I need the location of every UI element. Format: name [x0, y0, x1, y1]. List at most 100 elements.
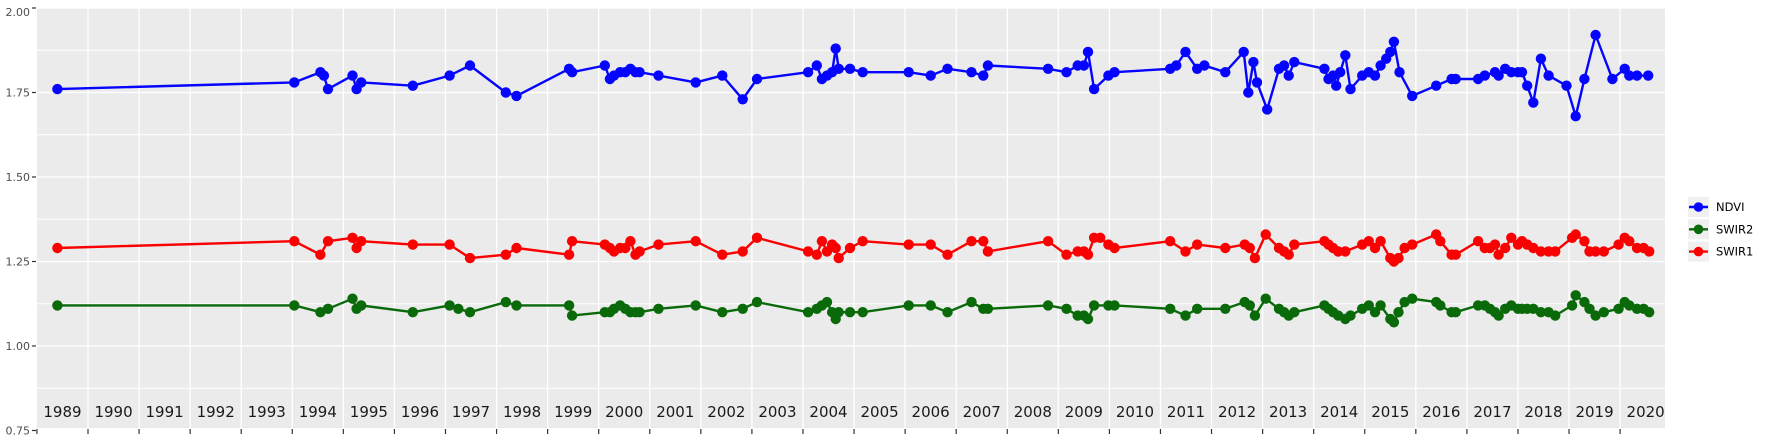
x-axis-year-label: 2008 — [1014, 403, 1052, 421]
swir1-data-point — [1061, 249, 1072, 260]
swir1-data-point — [407, 239, 418, 250]
ndvi-data-point — [830, 43, 841, 54]
swir2-data-point — [1363, 300, 1375, 311]
x-axis-year-label: 1999 — [554, 403, 592, 421]
x-axis-year-label: 1989 — [43, 403, 81, 421]
swir2-data-point — [982, 303, 994, 314]
swir1-data-point — [982, 246, 994, 257]
swir2-data-point — [1450, 307, 1461, 318]
swir2-data-point — [903, 300, 914, 311]
x-axis-year-label: 2013 — [1269, 403, 1307, 421]
x-axis-year-label: 1994 — [299, 403, 337, 421]
ndvi-data-point — [1631, 70, 1643, 81]
ndvi-data-point — [811, 60, 822, 71]
ndvi-data-point — [1220, 67, 1231, 78]
swir1-data-point — [1363, 236, 1375, 247]
swir1-data-point — [1407, 239, 1418, 250]
x-axis-year-label: 2012 — [1218, 403, 1256, 421]
swir1-data-point — [322, 236, 334, 247]
swir2-data-point — [1061, 303, 1072, 314]
swir2-data-point — [1289, 307, 1300, 318]
swir1-data-point — [1165, 236, 1176, 247]
x-axis-year-label: 2019 — [1575, 403, 1613, 421]
ndvi-data-point — [1251, 77, 1263, 88]
swir2-data-point — [1644, 307, 1655, 318]
ndvi-data-point — [1535, 53, 1547, 64]
y-axis-labels: 2.00 1.75 1.50 1.25 1.00 0.75 — [6, 6, 31, 438]
swir1-data-point — [857, 236, 868, 247]
ndvi-data-point — [511, 90, 522, 102]
swir2-data-point — [1613, 303, 1624, 314]
y-axis-label: 0.75 — [6, 425, 31, 438]
swir1-data-point — [690, 236, 701, 247]
series-swir2-points — [52, 290, 1655, 328]
swir1-data-point — [717, 249, 728, 260]
ndvi-data-point — [982, 60, 994, 71]
x-axis-year-label: 2000 — [605, 403, 643, 421]
swir2-data-point — [821, 296, 833, 308]
ndvi-data-point — [1340, 50, 1351, 61]
swir2-data-point — [737, 303, 748, 314]
ndvi-data-point — [356, 77, 367, 88]
x-axis-year-label: 2006 — [912, 403, 950, 421]
swir2-data-point — [1109, 300, 1120, 311]
swir2-data-point — [347, 293, 358, 304]
swir1-data-point — [816, 236, 828, 247]
swir2-data-point — [1407, 293, 1418, 304]
x-axis-year-label: 2018 — [1524, 403, 1562, 421]
swir1-data-point — [1249, 252, 1261, 264]
ndvi-data-point — [1243, 87, 1254, 98]
x-axis-year-label: 1990 — [94, 403, 132, 421]
swir1-data-point — [903, 239, 914, 250]
swir2-data-point — [407, 307, 418, 318]
ndvi-data-point — [1643, 70, 1654, 81]
swir1-data-point — [1550, 246, 1561, 257]
ndvi-data-point — [444, 70, 455, 81]
swir1-data-point — [1375, 236, 1386, 247]
ndvi-data-point — [1493, 70, 1504, 81]
ndvi-data-point — [1522, 80, 1533, 91]
swir2-data-point — [717, 307, 728, 318]
swir1-data-point — [653, 239, 664, 250]
x-axis-year-label: 1997 — [452, 403, 490, 421]
swir2-data-point — [1260, 293, 1271, 304]
swir2-data-point — [1435, 300, 1446, 311]
ndvi-data-point — [289, 77, 300, 88]
ndvi-data-point — [844, 63, 856, 74]
swir2-data-point — [653, 303, 664, 314]
swir1-data-point — [830, 242, 841, 254]
ndvi-data-point — [500, 87, 511, 98]
swir2-data-point — [1598, 307, 1610, 318]
ndvi-data-point — [1171, 60, 1182, 71]
swir2-data-point — [289, 300, 300, 311]
x-axis-year-label: 2001 — [656, 403, 694, 421]
swir1-data-point — [563, 249, 575, 260]
ndvi-data-point — [1561, 80, 1572, 91]
swir1-data-point — [1260, 229, 1271, 240]
x-axis-year-label: 2005 — [860, 403, 898, 421]
ndvi-data-point — [903, 67, 914, 78]
swir2-data-point — [52, 300, 63, 311]
x-axis-year-label: 2020 — [1627, 403, 1665, 421]
x-axis-year-label: 2011 — [1167, 403, 1205, 421]
swir1-data-point — [1472, 236, 1484, 247]
swir1-data-point — [464, 252, 476, 264]
ndvi-data-point — [1180, 46, 1191, 58]
x-axis-year-label: 1998 — [503, 403, 541, 421]
ndvi-data-point — [1278, 60, 1290, 71]
ndvi-data-point — [1331, 80, 1342, 91]
swir2-data-point — [500, 296, 511, 308]
swir2-data-point — [1566, 300, 1578, 311]
ndvi-data-point — [1516, 67, 1528, 78]
swir1-data-point — [1220, 242, 1231, 254]
ndvi-data-point — [1109, 67, 1120, 78]
x-axis-year-label: 2007 — [963, 403, 1001, 421]
ndvi-data-point — [1450, 73, 1461, 85]
swir2-data-point — [464, 307, 476, 318]
ndvi-data-point — [407, 80, 418, 91]
series-ndvi-points — [52, 29, 1654, 122]
swir2-data-point — [751, 296, 763, 308]
ndvi-data-point — [1335, 67, 1346, 78]
swir2-data-point — [1388, 317, 1400, 328]
swir2-data-point — [1590, 310, 1601, 321]
